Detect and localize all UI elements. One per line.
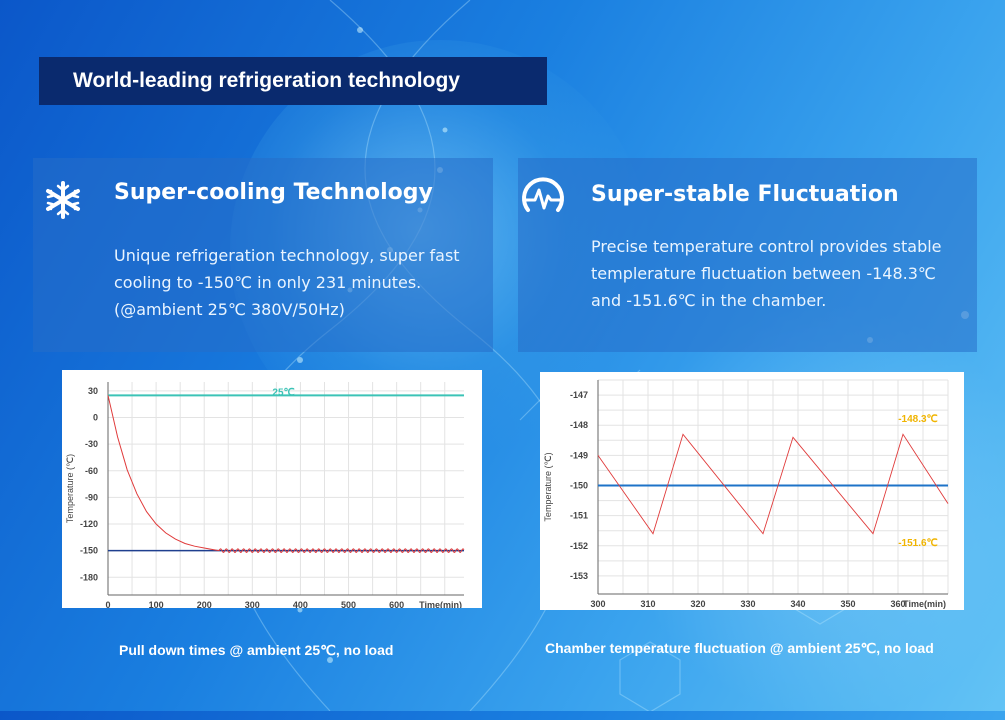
y-tick-label: -180 bbox=[80, 572, 98, 582]
description-line: Unique refrigeration technology, super f… bbox=[114, 246, 460, 265]
y-tick-label: -90 bbox=[85, 492, 98, 502]
y-tick-label: 0 bbox=[93, 413, 98, 423]
y-tick-label: 30 bbox=[88, 386, 98, 396]
x-tick-label: 400 bbox=[293, 600, 308, 608]
value-annotation: 25℃ bbox=[272, 387, 294, 398]
y-axis-label: Temperature (℃) bbox=[65, 454, 75, 523]
x-axis-label: Time(min) bbox=[903, 599, 946, 609]
y-tick-label: -152 bbox=[570, 541, 588, 551]
x-tick-label: 310 bbox=[640, 599, 655, 609]
y-tick-label: -30 bbox=[85, 439, 98, 449]
snowflake-icon bbox=[46, 181, 80, 219]
pull-down-caption: Pull down times @ ambient 25℃, no load bbox=[119, 642, 394, 658]
description-line: and -151.6℃ in the chamber. bbox=[591, 291, 827, 310]
fluctuation-caption: Chamber temperature fluctuation @ ambien… bbox=[545, 640, 934, 656]
x-tick-label: 600 bbox=[389, 600, 404, 608]
value-annotation: -148.3℃ bbox=[898, 414, 938, 425]
x-tick-label: 330 bbox=[740, 599, 755, 609]
x-tick-label: 100 bbox=[149, 600, 164, 608]
super-cooling-panel: Super-cooling Technology Unique refriger… bbox=[33, 158, 493, 352]
x-tick-label: 300 bbox=[245, 600, 260, 608]
temperature-curve bbox=[597, 433, 949, 535]
panel-title: Super-cooling Technology bbox=[114, 180, 433, 205]
description-line: Precise temperature control provides sta… bbox=[591, 237, 942, 256]
x-tick-label: 0 bbox=[105, 600, 110, 608]
y-tick-label: -120 bbox=[80, 519, 98, 529]
x-tick-label: 350 bbox=[840, 599, 855, 609]
temperature-curve bbox=[107, 395, 465, 553]
panel-description: Precise temperature control provides sta… bbox=[591, 233, 976, 314]
section-banner: World-leading refrigeration technology bbox=[39, 57, 547, 105]
x-tick-label: 300 bbox=[590, 599, 605, 609]
super-stable-panel: Super-stable Fluctuation Precise tempera… bbox=[518, 158, 977, 352]
y-tick-label: -147 bbox=[570, 390, 588, 400]
pull-down-chart: 0 100 200 300 400 500 600 30 0 -30 -60 -90 -120 -150-… bbox=[62, 370, 482, 608]
y-axis-label: Temperature (℃) bbox=[543, 452, 553, 521]
y-tick-label: -151 bbox=[570, 511, 588, 521]
y-tick-label: -150 bbox=[80, 546, 98, 556]
description-line: templerature fluctuation between -148.3℃ bbox=[591, 264, 936, 283]
x-tick-label: 320 bbox=[690, 599, 705, 609]
fluctuation-chart-svg: 300 310 320 330 340 350 360 -147 -148 -149 -150 -15… bbox=[543, 379, 949, 609]
panel-title: Super-stable Fluctuation bbox=[591, 182, 899, 207]
description-line: cooling to -150℃ in only 231 minutes. bbox=[114, 273, 422, 292]
y-tick-label: -148 bbox=[570, 420, 588, 430]
pulse-gauge-icon bbox=[522, 177, 564, 212]
y-tick-label: -60 bbox=[85, 466, 98, 476]
x-tick-label: 200 bbox=[197, 600, 212, 608]
y-tick-label: -150 bbox=[570, 480, 588, 490]
value-annotation: -151.6℃ bbox=[898, 538, 938, 549]
fluctuation-chart: 300 310 320 330 340 350 360 -147 -148 -149 -150 -15… bbox=[540, 372, 964, 610]
panel-description: Unique refrigeration technology, super f… bbox=[114, 242, 494, 323]
pull-down-chart-svg: 0 100 200 300 400 500 600300-30-60-90-120-150-… bbox=[65, 382, 465, 608]
x-axis-label: Time(min) bbox=[419, 600, 462, 608]
x-tick-label: 340 bbox=[790, 599, 805, 609]
y-tick-label: -153 bbox=[570, 571, 588, 581]
y-tick-label: -149 bbox=[570, 450, 588, 460]
x-tick-label: 360 bbox=[890, 599, 905, 609]
x-tick-label: 500 bbox=[341, 600, 356, 608]
description-line: (@ambient 25℃ 380V/50Hz) bbox=[114, 300, 345, 319]
